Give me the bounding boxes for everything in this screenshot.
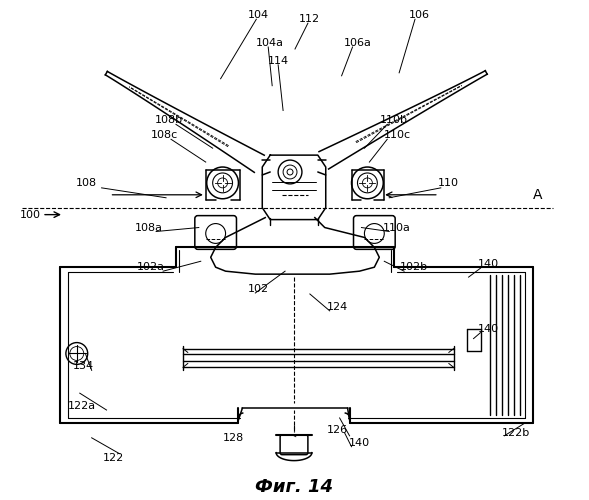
Text: 140: 140 (349, 438, 370, 448)
Text: 122: 122 (103, 452, 124, 462)
Text: 126: 126 (327, 425, 348, 435)
Text: 114: 114 (267, 56, 289, 66)
Text: 140: 140 (478, 324, 499, 334)
Text: A: A (533, 188, 542, 202)
Text: 110a: 110a (383, 222, 411, 232)
Text: 110b: 110b (380, 116, 408, 126)
Text: 122a: 122a (68, 401, 96, 411)
Text: 106: 106 (409, 10, 429, 20)
Text: 102b: 102b (400, 262, 428, 272)
Text: 108a: 108a (135, 222, 163, 232)
Text: 108c: 108c (150, 130, 178, 140)
Text: 110: 110 (438, 178, 459, 188)
Text: 104: 104 (248, 10, 269, 20)
Text: 124: 124 (327, 302, 348, 312)
Text: 108b: 108b (155, 116, 183, 126)
Text: 134: 134 (73, 362, 94, 372)
Text: 122b: 122b (502, 428, 530, 438)
Text: 102a: 102a (137, 262, 165, 272)
Text: 140: 140 (478, 259, 499, 269)
Text: 102: 102 (248, 284, 269, 294)
Text: Фиг. 14: Фиг. 14 (255, 478, 333, 496)
Text: 108: 108 (76, 178, 97, 188)
Text: 110c: 110c (383, 130, 411, 140)
Text: 112: 112 (299, 14, 320, 24)
Text: 106a: 106a (343, 38, 372, 48)
Text: 100: 100 (19, 210, 41, 220)
Text: 128: 128 (223, 433, 244, 443)
Text: 104a: 104a (256, 38, 284, 48)
